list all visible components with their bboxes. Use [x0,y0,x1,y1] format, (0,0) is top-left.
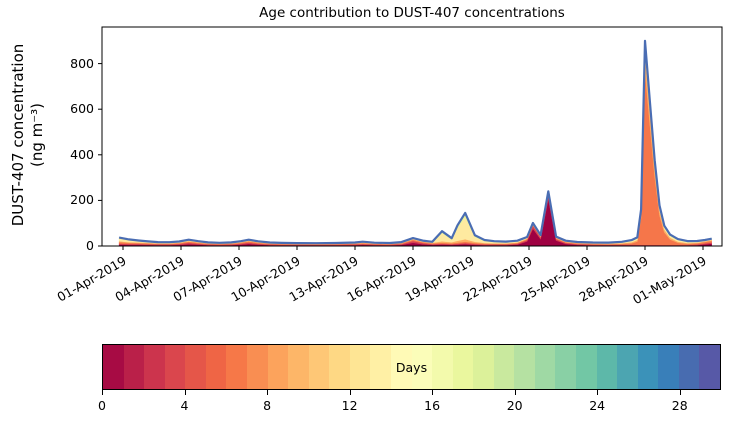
colorbar-segment [144,345,166,389]
colorbar-tick-mark [102,390,103,395]
colorbar-segment [699,345,721,389]
colorbar-segment [329,345,351,389]
colorbar-segment [123,345,145,389]
area-layer-age-25-30-days [118,40,712,244]
colorbar-segment [617,345,639,389]
y-axis-label-line2: (ng m⁻³) [28,102,46,168]
colorbar-tick-label: 8 [263,398,272,413]
colorbar-segment [164,345,186,389]
colorbar-tick-label: 4 [180,398,189,413]
colorbar-tick-label: 12 [341,398,358,413]
colorbar-tick-mark [349,390,351,395]
colorbar-segment [288,345,310,389]
chart-title: Age contribution to DUST-407 concentrati… [259,5,565,21]
y-tick-label: 0 [86,238,94,253]
colorbar-tick-mark [184,390,186,395]
colorbar-tick-label: 16 [424,398,441,413]
colorbar [102,344,721,390]
colorbar-tick-label: 24 [589,398,606,413]
colorbar-segment [185,345,207,389]
area-layer-age-16-20-days [118,42,712,244]
colorbar-segment [432,345,454,389]
colorbar-segment [411,345,433,389]
y-axis-label-line1: DUST-407 concentration [9,43,27,227]
colorbar-segment [452,345,474,389]
colorbar-segment [205,345,227,389]
axes-frame [101,26,723,247]
colorbar-tick-mark [597,390,599,395]
colorbar-segment [246,345,269,389]
colorbar-segment [308,345,330,389]
colorbar-tick-label: 28 [671,398,688,413]
colorbar-segment [370,345,392,389]
y-tick-label: 600 [70,101,94,117]
area-layer-age-12-16-days [118,44,712,244]
colorbar-segment [576,345,598,389]
colorbar-segment [493,345,515,389]
colorbar-segment [514,345,536,389]
colorbar-segment [678,345,700,389]
colorbar-tick-label: 0 [98,398,106,413]
colorbar-tick-mark [267,390,269,395]
colorbar-segment [226,345,248,389]
colorbar-segment [390,345,412,389]
colorbar-segment [658,345,680,389]
colorbar-segment [349,345,371,389]
y-tick-label: 200 [70,192,94,208]
y-axis-label: DUST-407 concentration (ng m⁻³) [9,5,47,265]
colorbar-segment [103,345,125,389]
y-tick-label: 400 [70,146,94,162]
colorbar-segment [637,345,659,389]
area-layer-age-20-25-days [118,41,712,244]
area-layer-age-4-8-days [118,71,712,246]
y-tick-label: 800 [70,55,94,71]
colorbar-segment [555,345,577,389]
colorbar-tick-mark [514,390,516,395]
colorbar-segment [596,345,618,389]
colorbar-tick-label: 20 [506,398,523,413]
colorbar-segment [267,345,289,389]
colorbar-segment [473,345,495,389]
colorbar-segment [534,345,556,389]
total-concentration-line [118,39,712,245]
colorbar-tick-mark [679,390,681,395]
area-layer-age-8-12-days [118,52,712,245]
colorbar-tick-mark [432,390,434,395]
